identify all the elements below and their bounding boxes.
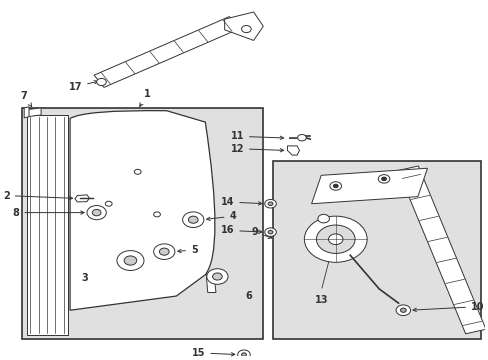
Polygon shape <box>24 107 29 118</box>
Circle shape <box>381 177 386 181</box>
Circle shape <box>317 215 329 223</box>
Polygon shape <box>224 12 263 40</box>
Text: 12: 12 <box>230 144 283 154</box>
Circle shape <box>153 244 175 260</box>
Circle shape <box>264 199 276 208</box>
Polygon shape <box>287 146 299 155</box>
Circle shape <box>329 182 341 190</box>
Text: 3: 3 <box>81 273 88 283</box>
Circle shape <box>267 230 272 234</box>
Circle shape <box>297 135 305 141</box>
Bar <box>22 108 263 339</box>
Text: 14: 14 <box>221 197 261 207</box>
Circle shape <box>241 353 246 356</box>
Text: 11: 11 <box>230 131 283 141</box>
Circle shape <box>264 228 276 237</box>
Circle shape <box>237 350 250 359</box>
Polygon shape <box>26 115 67 335</box>
Circle shape <box>378 175 389 183</box>
Text: 16: 16 <box>221 225 261 235</box>
Text: 10: 10 <box>412 302 484 312</box>
Circle shape <box>182 212 203 228</box>
Polygon shape <box>26 108 41 117</box>
Polygon shape <box>94 17 239 87</box>
Circle shape <box>188 216 198 223</box>
Circle shape <box>92 210 101 216</box>
Bar <box>272 161 480 339</box>
Circle shape <box>134 169 141 174</box>
Circle shape <box>395 305 410 316</box>
Circle shape <box>159 248 169 255</box>
Circle shape <box>117 251 143 270</box>
Text: 7: 7 <box>21 91 32 107</box>
Circle shape <box>267 202 272 206</box>
Text: 15: 15 <box>191 348 234 358</box>
Text: 13: 13 <box>314 294 327 305</box>
Text: 9: 9 <box>251 227 271 238</box>
Circle shape <box>87 206 106 220</box>
Circle shape <box>212 273 222 280</box>
Text: 5: 5 <box>178 245 197 255</box>
Circle shape <box>105 201 112 206</box>
Text: 17: 17 <box>68 81 98 91</box>
Circle shape <box>400 308 406 312</box>
Polygon shape <box>311 168 427 204</box>
Text: 4: 4 <box>206 211 236 221</box>
Polygon shape <box>397 166 485 334</box>
Circle shape <box>333 184 338 188</box>
Circle shape <box>241 26 251 33</box>
Polygon shape <box>206 275 216 292</box>
Circle shape <box>304 216 366 262</box>
Text: 6: 6 <box>245 291 252 301</box>
Circle shape <box>206 269 227 284</box>
PathPatch shape <box>70 111 215 310</box>
Text: 1: 1 <box>140 89 150 106</box>
Circle shape <box>328 234 342 244</box>
Polygon shape <box>75 195 89 202</box>
Circle shape <box>153 212 160 217</box>
Circle shape <box>97 78 106 86</box>
Text: 8: 8 <box>13 208 84 217</box>
Text: 2: 2 <box>3 190 72 201</box>
Circle shape <box>124 256 137 265</box>
Circle shape <box>316 225 354 253</box>
